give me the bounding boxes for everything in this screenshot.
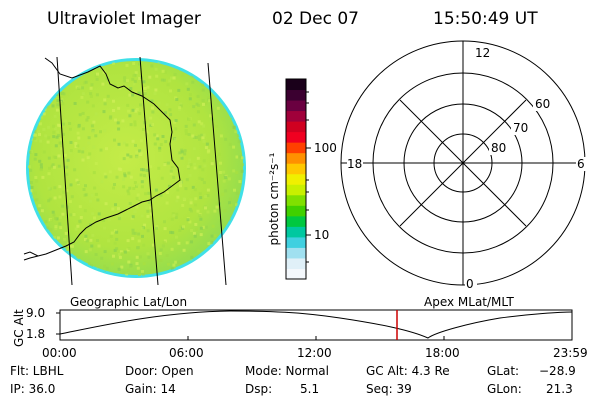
colorbar-band (286, 152, 306, 164)
colorbar-band (286, 100, 306, 112)
info-glat-label: GLat: (487, 364, 520, 378)
info-glat-value: −28.9 (539, 364, 576, 378)
date-label: 02 Dec 07 (272, 9, 359, 29)
colorbar-band (286, 142, 306, 154)
colorbar-label-10: 10 (314, 228, 330, 242)
colorbar-band (286, 215, 306, 227)
longitude-line-1 (56, 56, 73, 286)
colorbar-band (286, 236, 306, 248)
colorbar-label-100: 100 (314, 141, 337, 155)
colorbar-band (286, 205, 306, 217)
colorbar-band (286, 226, 306, 238)
info-gain: Gain: 14 (125, 382, 176, 396)
mlt-label-18: 18 (347, 157, 363, 171)
timeline-xtick-2: 12:00 (297, 346, 332, 360)
info-seq: Seq: 39 (366, 382, 412, 396)
colorbar (285, 78, 311, 280)
colorbar-frame (285, 78, 307, 280)
timeline-ytick-high: 9.0 (26, 306, 46, 320)
info-dsp-value: 5.1 (300, 382, 320, 396)
altitude-timeline (56, 309, 573, 341)
left-panel-caption: Geographic Lat/Lon (70, 295, 188, 309)
colorbar-band (286, 89, 306, 101)
colorbar-band (286, 131, 306, 143)
time-label: 15:50:49 UT (433, 9, 538, 29)
info-filter: Flt: LBHL (10, 364, 64, 378)
info-glon-label: GLon: (487, 382, 522, 396)
timeline-xtick-1: 06:00 (169, 346, 204, 360)
colorbar-band (286, 194, 306, 206)
colorbar-band (286, 121, 306, 133)
colorbar-band (286, 173, 306, 185)
lat-label-60: 60 (535, 97, 551, 111)
longitude-line-2 (139, 56, 159, 286)
colorbar-band (286, 79, 306, 91)
longitude-line-3 (207, 62, 227, 286)
colorbar-band (286, 268, 306, 280)
info-dsp-label: Dsp: (245, 382, 273, 396)
colorbar-unit-label: photon cm⁻²s⁻¹ (267, 152, 281, 246)
mlt-label-12: 12 (475, 46, 491, 60)
timeline-xtick-0: 00:00 (42, 346, 77, 360)
polar-plot (340, 40, 586, 291)
right-panel-caption: Apex MLat/MLT (424, 295, 514, 309)
info-gc-alt: GC Alt: 4.3 Re (366, 364, 450, 378)
colorbar-band (286, 163, 306, 175)
earth-disk-image (23, 56, 246, 286)
timeline-xtick-4: 23:59 (553, 346, 588, 360)
polar-diagonal-2 (399, 99, 527, 227)
altitude-curve (59, 310, 573, 339)
lat-label-70: 70 (513, 121, 529, 135)
coastline-fragment (23, 251, 39, 257)
info-door: Door: Open (125, 364, 194, 378)
instrument-title: Ultraviolet Imager (47, 9, 201, 29)
info-glon-value: 21.3 (546, 382, 573, 396)
mlt-label-0: 0 (466, 277, 474, 291)
colorbar-band (286, 257, 306, 269)
info-mode: Mode: Normal (245, 364, 329, 378)
timeline-xtick-3: 18:00 (425, 346, 460, 360)
colorbar-band (286, 184, 306, 196)
timeline-ylabel: GC Alt (12, 309, 26, 347)
lat-label-80: 80 (491, 141, 507, 155)
timeline-ytick-low: 1.8 (26, 327, 46, 341)
mlt-label-6: 6 (577, 157, 585, 171)
info-ip: IP: 36.0 (10, 382, 56, 396)
coastline (23, 57, 181, 261)
colorbar-band (286, 247, 306, 259)
colorbar-band (286, 110, 306, 122)
